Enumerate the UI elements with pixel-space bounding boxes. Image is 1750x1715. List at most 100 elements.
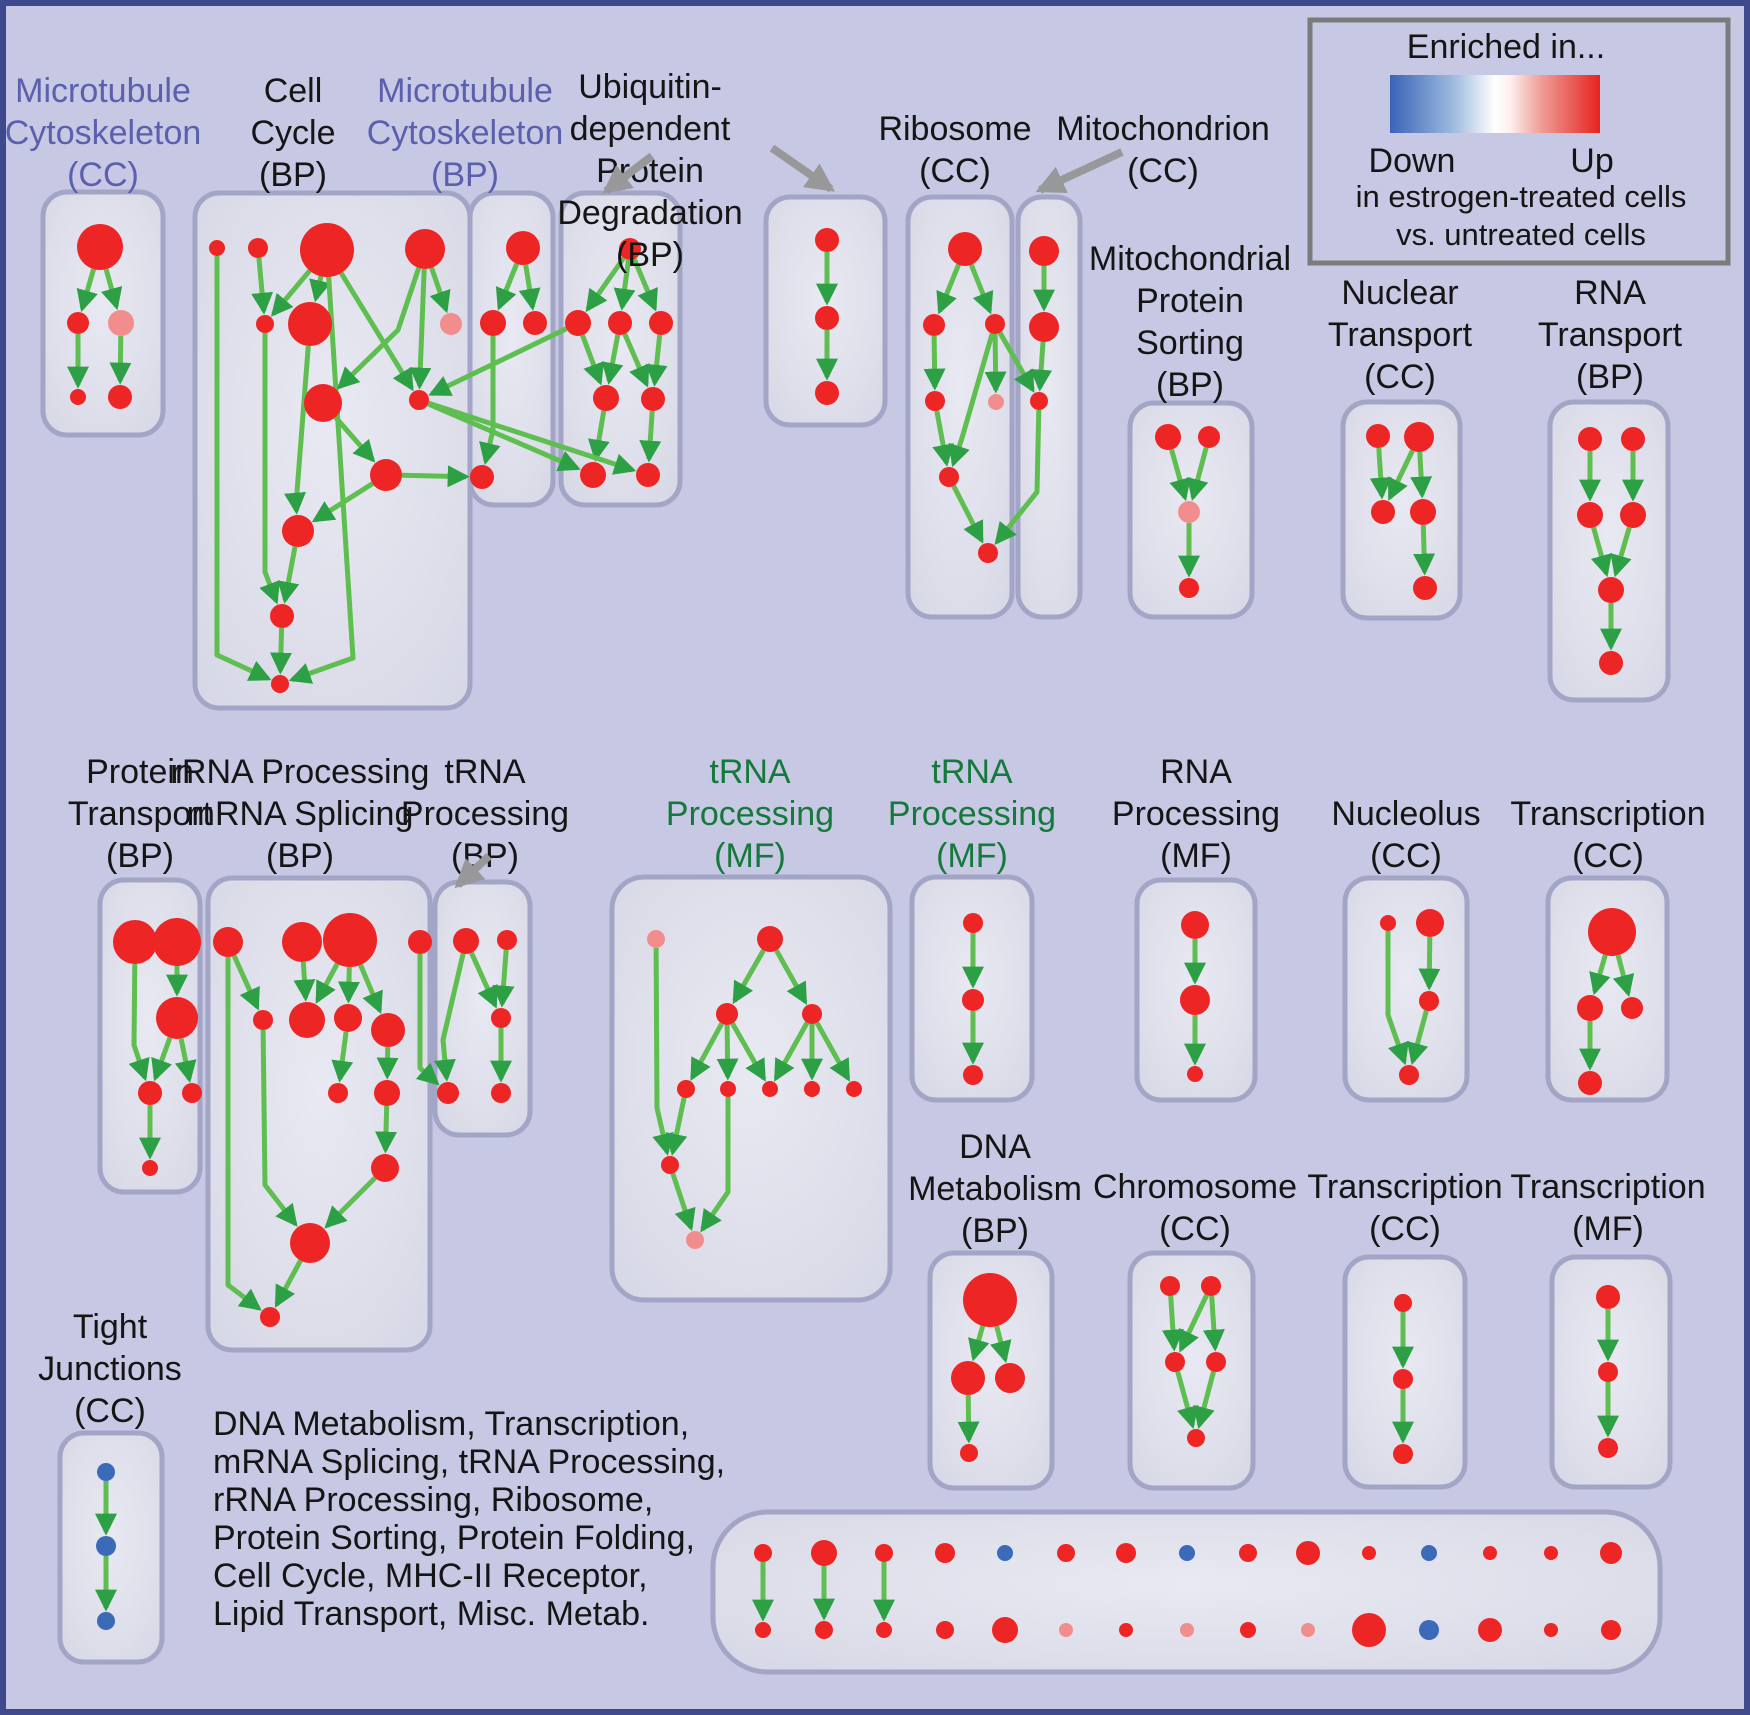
edge-mitochondrion-1 bbox=[1030, 341, 1053, 392]
go-term-node-mt-bp-2 bbox=[523, 311, 547, 335]
go-term-node-misc-pairs-14 bbox=[1600, 1542, 1622, 1564]
go-term-node-rrna-mrna-3 bbox=[408, 930, 432, 954]
edge-cell-cycle-14 bbox=[269, 627, 292, 675]
cluster-label-rrna-mrna: rRNA Processing mRNA Splicing (BP) bbox=[171, 753, 430, 875]
go-term-node-mt-bp-3 bbox=[470, 465, 494, 489]
go-term-node-rrna-mrna-7 bbox=[371, 1013, 405, 1047]
edge-cell-cycle-2 bbox=[270, 269, 312, 317]
edge-trna-mf-large-10 bbox=[670, 1172, 696, 1232]
go-term-node-ubiq-3 bbox=[649, 311, 673, 335]
go-term-node-ubiq-chain-0 bbox=[815, 228, 839, 252]
cross-edge-5 bbox=[994, 409, 1042, 545]
edge-rrna-mrna-0 bbox=[231, 954, 260, 1011]
edge-cell-cycle-6 bbox=[429, 267, 451, 314]
go-term-node-ubiq-chain-2 bbox=[815, 381, 839, 405]
edge-rrna-mrna-7 bbox=[375, 1105, 397, 1154]
go-term-node-ubiq-7 bbox=[636, 463, 660, 487]
edge-ubiq-4 bbox=[601, 334, 624, 385]
go-term-node-ribosome-0 bbox=[948, 232, 982, 266]
edge-chromosome-1 bbox=[1178, 1293, 1209, 1353]
go-term-node-cell-cycle-11 bbox=[270, 604, 294, 628]
cross-edge-3 bbox=[401, 465, 470, 488]
go-term-node-misc-pairs-0 bbox=[754, 1544, 772, 1562]
cluster-label-transcription-cc-bottom: Transcription (CC) bbox=[1307, 1168, 1502, 1248]
go-term-node-mitochondrion-0 bbox=[1029, 236, 1059, 266]
edge-cell-cycle-0 bbox=[214, 256, 272, 681]
go-term-node-misc-pairs-28 bbox=[1544, 1623, 1558, 1637]
go-term-node-nucleolus-0 bbox=[1380, 915, 1396, 931]
go-term-node-rna-transport-2 bbox=[1577, 502, 1603, 528]
edge-cell-cycle-9 bbox=[333, 415, 376, 463]
go-term-node-misc-pairs-4 bbox=[997, 1545, 1013, 1561]
go-term-node-misc-pairs-1 bbox=[811, 1540, 837, 1566]
legend-gradient-bar bbox=[1390, 75, 1600, 133]
edge-rna-transport-3 bbox=[1610, 526, 1632, 578]
go-term-node-rrna-mrna-5 bbox=[289, 1002, 325, 1038]
edge-cell-cycle-8 bbox=[336, 267, 422, 390]
go-term-node-transcription-mf-0 bbox=[1596, 1285, 1620, 1309]
go-term-node-cell-cycle-8 bbox=[409, 390, 429, 410]
edge-trna-mf-large-9 bbox=[665, 1097, 688, 1156]
go-term-node-cell-cycle-12 bbox=[271, 675, 289, 693]
go-term-node-ribosome-6 bbox=[978, 543, 998, 563]
cluster-label-nuclear-transport: Nuclear Transport (CC) bbox=[1328, 274, 1473, 396]
go-term-node-trna-mf-large-10 bbox=[686, 1231, 704, 1249]
edge-rrna-mrna-4 bbox=[358, 963, 383, 1015]
go-term-node-transcription-cc-bottom-1 bbox=[1393, 1369, 1413, 1389]
edge-trna-mf-large-0 bbox=[732, 949, 766, 1005]
edge-trna-bp-2 bbox=[433, 953, 466, 1082]
cross-edge-4 bbox=[997, 331, 1035, 393]
go-term-node-nuclear-transport-1 bbox=[1404, 422, 1434, 452]
go-term-node-transcription-cc-top-0 bbox=[1588, 908, 1636, 956]
cluster-label-dna-metabolism: DNA Metabolism (BP) bbox=[908, 1128, 1082, 1250]
misc-categories-note: DNA Metabolism, Transcription, mRNA Splic… bbox=[213, 1405, 725, 1633]
go-term-node-misc-pairs-10 bbox=[1362, 1546, 1376, 1560]
go-term-node-misc-pairs-9 bbox=[1296, 1541, 1320, 1565]
go-term-node-protein-transport-2 bbox=[156, 997, 198, 1039]
go-term-node-nuclear-transport-0 bbox=[1366, 424, 1390, 448]
edge-cell-cycle-10 bbox=[284, 345, 311, 515]
edge-mt-bp-1 bbox=[518, 264, 541, 311]
edge-rrna-mrna-8 bbox=[260, 1029, 298, 1227]
go-term-node-trna-mf-large-5 bbox=[720, 1081, 736, 1097]
go-term-node-misc-pairs-3 bbox=[935, 1543, 955, 1563]
legend-up-label: Up bbox=[1570, 142, 1613, 180]
go-term-node-nuclear-transport-4 bbox=[1413, 576, 1437, 600]
edge-transcription-cc-top-0 bbox=[1589, 954, 1611, 996]
cluster-box-nuclear-transport bbox=[1340, 399, 1463, 621]
edge-rrna-mrna-5 bbox=[331, 1031, 354, 1083]
edge-nuclear-transport-2 bbox=[1410, 451, 1433, 499]
edge-chromosome-0 bbox=[1161, 1295, 1184, 1352]
go-term-node-trna-mf-large-1 bbox=[757, 926, 783, 952]
go-term-node-mito-protein-sorting-0 bbox=[1155, 424, 1181, 450]
cross-edge-0 bbox=[428, 326, 568, 397]
go-term-node-ubiq-6 bbox=[580, 462, 606, 488]
go-term-node-rrna-mrna-11 bbox=[290, 1223, 330, 1263]
go-term-node-transcription-cc-bottom-2 bbox=[1393, 1444, 1413, 1464]
edge-trna-mf-large-3 bbox=[716, 1024, 739, 1081]
go-term-node-ubiq-chain-1 bbox=[815, 306, 839, 330]
edge-nuclear-transport-0 bbox=[1369, 447, 1392, 500]
go-term-node-cell-cycle-2 bbox=[300, 223, 354, 277]
go-term-node-trna-bp-1 bbox=[497, 930, 517, 950]
edge-ribosome-1 bbox=[968, 263, 994, 315]
go-term-node-rrna-mrna-2 bbox=[323, 913, 377, 967]
edge-trna-mf-large-8 bbox=[652, 947, 674, 1156]
edge-chromosome-4 bbox=[1193, 1371, 1216, 1429]
go-term-node-misc-pairs-7 bbox=[1179, 1545, 1195, 1561]
legend-subtitle-2: vs. untreated cells bbox=[1396, 217, 1646, 252]
edge-mt-cc-3 bbox=[109, 335, 132, 385]
go-term-node-trna-mf-large-8 bbox=[846, 1081, 862, 1097]
go-term-node-cell-cycle-1 bbox=[248, 238, 268, 258]
go-term-node-transcription-cc-top-3 bbox=[1578, 1071, 1602, 1095]
cluster-label-mt-cc: Microtubule Cytoskeleton (CC) bbox=[5, 72, 202, 194]
edge-trna-mf-large-11 bbox=[700, 1097, 731, 1233]
edge-ribosome-6 bbox=[951, 484, 984, 544]
go-term-node-ubiq-4 bbox=[593, 385, 619, 411]
edge-cell-cycle-5 bbox=[338, 271, 414, 392]
edge-dna-metabolism-0 bbox=[968, 1325, 990, 1362]
go-term-node-mito-protein-sorting-2 bbox=[1178, 501, 1200, 523]
go-term-node-ribosome-4 bbox=[988, 394, 1004, 410]
edge-trna-mf-large-5 bbox=[773, 1021, 810, 1082]
